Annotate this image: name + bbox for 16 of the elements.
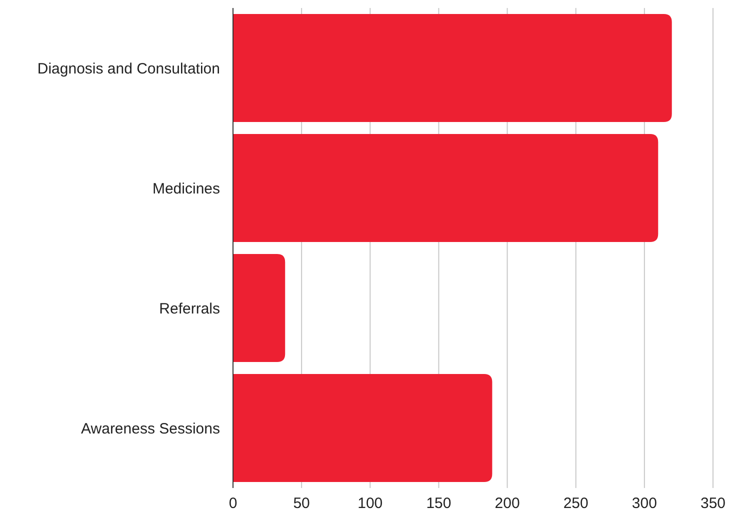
bar bbox=[233, 14, 672, 122]
x-tick-label: 100 bbox=[358, 495, 383, 512]
x-tick-label: 250 bbox=[563, 495, 588, 512]
x-tick-label: 150 bbox=[426, 495, 452, 512]
bar bbox=[233, 254, 286, 362]
y-tick-label: Referrals bbox=[159, 300, 220, 318]
x-tick-label: 0 bbox=[228, 495, 238, 512]
x-tick-label: 350 bbox=[700, 495, 726, 512]
x-tick-label: 50 bbox=[293, 495, 310, 512]
bar bbox=[233, 134, 658, 242]
bar bbox=[233, 374, 492, 482]
x-tick-label: 300 bbox=[632, 495, 657, 512]
y-tick-label: Awareness Sessions bbox=[81, 420, 220, 438]
y-tick-label: Diagnosis and Consultation bbox=[37, 60, 220, 78]
y-tick-label: Medicines bbox=[152, 180, 220, 198]
x-tick-label: 200 bbox=[494, 495, 520, 512]
